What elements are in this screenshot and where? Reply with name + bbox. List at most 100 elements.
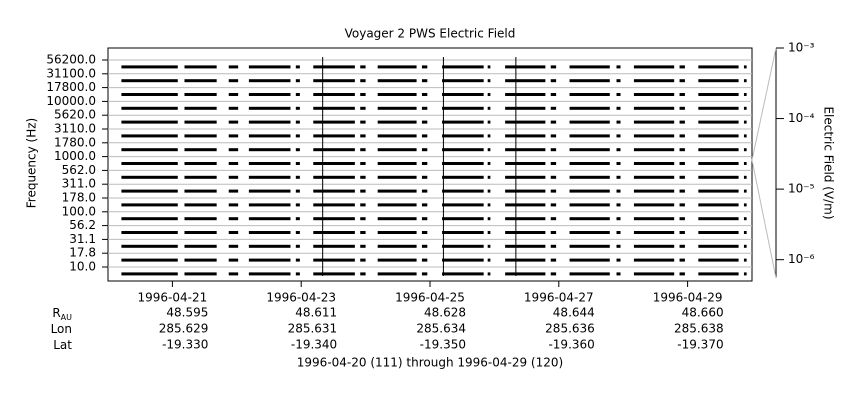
channel-trace <box>184 148 217 152</box>
channel-trace <box>360 106 366 110</box>
channel-trace <box>550 79 557 83</box>
channel-trace <box>505 148 546 152</box>
channel-trace <box>633 244 675 248</box>
y-tick-label: 56.2 <box>69 218 96 232</box>
chart-title: Voyager 2 PWS Electric Field <box>345 27 516 41</box>
channel-trace <box>633 65 675 69</box>
channel-trace <box>295 106 300 110</box>
channel-trace <box>743 134 747 138</box>
connector <box>751 159 777 279</box>
channel-trace <box>360 79 366 83</box>
channel-trace <box>313 189 355 193</box>
channel-trace <box>121 134 178 138</box>
channel-trace <box>569 258 610 262</box>
channel-trace <box>442 272 484 276</box>
channel-trace <box>505 258 546 262</box>
ephemeris-label-text: Lat <box>53 338 72 352</box>
channel-trace <box>313 258 355 262</box>
channel-trace <box>313 217 355 221</box>
channel-trace <box>313 203 355 207</box>
channel-trace <box>228 162 239 165</box>
ephemeris-value: -19.360 <box>548 338 594 352</box>
channel-trace <box>442 244 484 248</box>
channel-trace <box>421 244 428 248</box>
channel-trace <box>248 134 291 138</box>
channel-trace <box>421 93 428 96</box>
channel-trace <box>505 106 546 110</box>
channel-trace <box>377 244 417 248</box>
channel-trace <box>121 162 178 165</box>
channel-trace <box>184 162 217 165</box>
channel-trace <box>248 231 291 234</box>
channel-trace <box>121 65 178 69</box>
channel-trace <box>295 162 300 165</box>
x-tick-label: 1996-04-27 <box>524 291 594 305</box>
channel-trace <box>743 244 747 248</box>
channel-trace <box>228 65 239 69</box>
channel-trace <box>377 106 417 110</box>
channel-trace <box>698 244 739 248</box>
channel-trace <box>505 162 546 165</box>
x-tick-label: 1996-04-29 <box>653 291 723 305</box>
channel-trace <box>616 79 621 83</box>
y2-tick-label: 10⁻⁵ <box>788 182 815 196</box>
channel-trace <box>487 120 491 124</box>
channel-trace <box>184 189 217 193</box>
channel-trace <box>743 231 747 234</box>
channel-trace <box>616 189 621 193</box>
channel-trace <box>248 258 291 262</box>
channel-trace <box>360 231 366 234</box>
channel-trace <box>248 106 291 110</box>
channel-trace <box>295 148 300 152</box>
channel-trace <box>313 231 355 234</box>
ephemeris-label-text: R <box>52 306 60 320</box>
channel-trace <box>360 244 366 248</box>
channel-trace <box>121 258 178 262</box>
channel-trace <box>228 203 239 207</box>
channel-trace <box>360 162 366 165</box>
channel-trace <box>421 106 428 110</box>
channel-trace <box>505 93 546 96</box>
channel-trace <box>487 231 491 234</box>
channel-trace <box>550 203 557 207</box>
channel-trace <box>313 244 355 248</box>
channel-trace <box>442 189 484 193</box>
channel-trace <box>121 217 178 221</box>
channel-trace <box>633 203 675 207</box>
ephemeris-value: 285.638 <box>674 322 724 336</box>
channel-trace <box>616 244 621 248</box>
channel-trace <box>679 148 685 152</box>
channel-trace <box>550 244 557 248</box>
channel-trace <box>228 175 239 179</box>
channel-trace <box>248 203 291 207</box>
y-tick-label: 1000.0 <box>54 149 96 163</box>
channel-trace <box>295 79 300 83</box>
channel-trace <box>616 203 621 207</box>
channel-trace <box>184 272 217 276</box>
channel-trace <box>377 120 417 124</box>
channel-trace <box>228 106 239 110</box>
channel-trace <box>442 120 484 124</box>
channel-trace <box>184 93 217 96</box>
channel-trace <box>698 106 739 110</box>
channel-trace <box>487 189 491 193</box>
channel-trace <box>487 272 491 276</box>
channel-trace <box>633 106 675 110</box>
channel-trace <box>487 203 491 207</box>
channel-trace <box>228 217 239 221</box>
ephemeris-label-text: Lon <box>51 322 72 336</box>
y-tick-label: 5620.0 <box>54 108 96 122</box>
channel-trace <box>121 120 178 124</box>
channel-trace <box>698 217 739 221</box>
y-tick-label: 31100.0 <box>46 66 96 80</box>
channel-trace <box>633 189 675 193</box>
channel-trace <box>505 272 546 276</box>
channel-trace <box>679 175 685 179</box>
channel-trace <box>679 120 685 124</box>
channel-trace <box>121 272 178 276</box>
channel-trace <box>743 203 747 207</box>
channel-trace <box>313 134 355 138</box>
channel-trace <box>487 65 491 69</box>
y-tick-label: 178.0 <box>62 191 96 205</box>
channel-trace <box>442 231 484 234</box>
